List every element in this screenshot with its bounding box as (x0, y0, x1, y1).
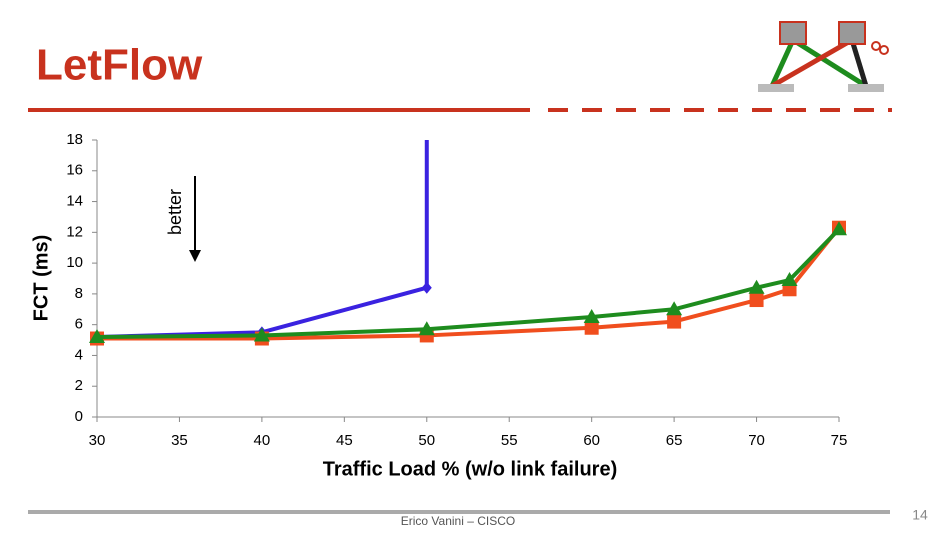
annotation: better (165, 189, 185, 235)
series-line (96, 140, 429, 339)
x-tick-label: 40 (254, 432, 271, 449)
x-tick-label: 35 (171, 432, 188, 449)
page-number: 14 (912, 507, 928, 523)
y-tick-label: 18 (66, 131, 83, 148)
data-point (584, 320, 599, 335)
y-tick-label: 8 (75, 285, 83, 302)
y-tick-label: 2 (75, 377, 83, 394)
x-axis-label: Traffic Load % (w/o link failure) (323, 458, 617, 480)
data-point (89, 328, 105, 343)
data-point (831, 221, 847, 236)
data-point (418, 321, 435, 336)
data-point (749, 293, 764, 308)
y-tick-label: 10 (66, 254, 83, 271)
slide-title: LetFlow (36, 41, 203, 90)
y-tick-label: 6 (75, 316, 83, 333)
x-tick-label: 55 (501, 432, 518, 449)
series-line (96, 227, 841, 339)
data-point (748, 279, 765, 294)
data-point (583, 308, 600, 323)
x-tick-label: 50 (418, 432, 435, 449)
data-point (253, 327, 270, 342)
x-tick-label: 70 (748, 432, 765, 449)
y-tick-label: 16 (66, 162, 83, 179)
x-tick-label: 75 (831, 432, 848, 449)
footer-text: Erico Vanini – CISCO (401, 514, 516, 528)
x-tick-label: 45 (336, 432, 353, 449)
x-tick-label: 65 (666, 432, 683, 449)
data-point (666, 301, 683, 316)
series-line (97, 226, 841, 341)
data-point (421, 281, 432, 294)
y-axis-label: FCT (ms) (30, 235, 52, 322)
y-tick-label: 0 (75, 408, 83, 425)
x-tick-label: 60 (583, 432, 600, 449)
y-tick-label: 4 (75, 346, 83, 363)
y-tick-label: 12 (66, 223, 83, 240)
x-tick-label: 30 (89, 432, 106, 449)
topology-icon (758, 21, 889, 92)
data-point (781, 272, 798, 287)
annotation-arrowhead (189, 250, 201, 262)
y-tick-label: 14 (66, 193, 83, 210)
data-point (667, 314, 682, 329)
